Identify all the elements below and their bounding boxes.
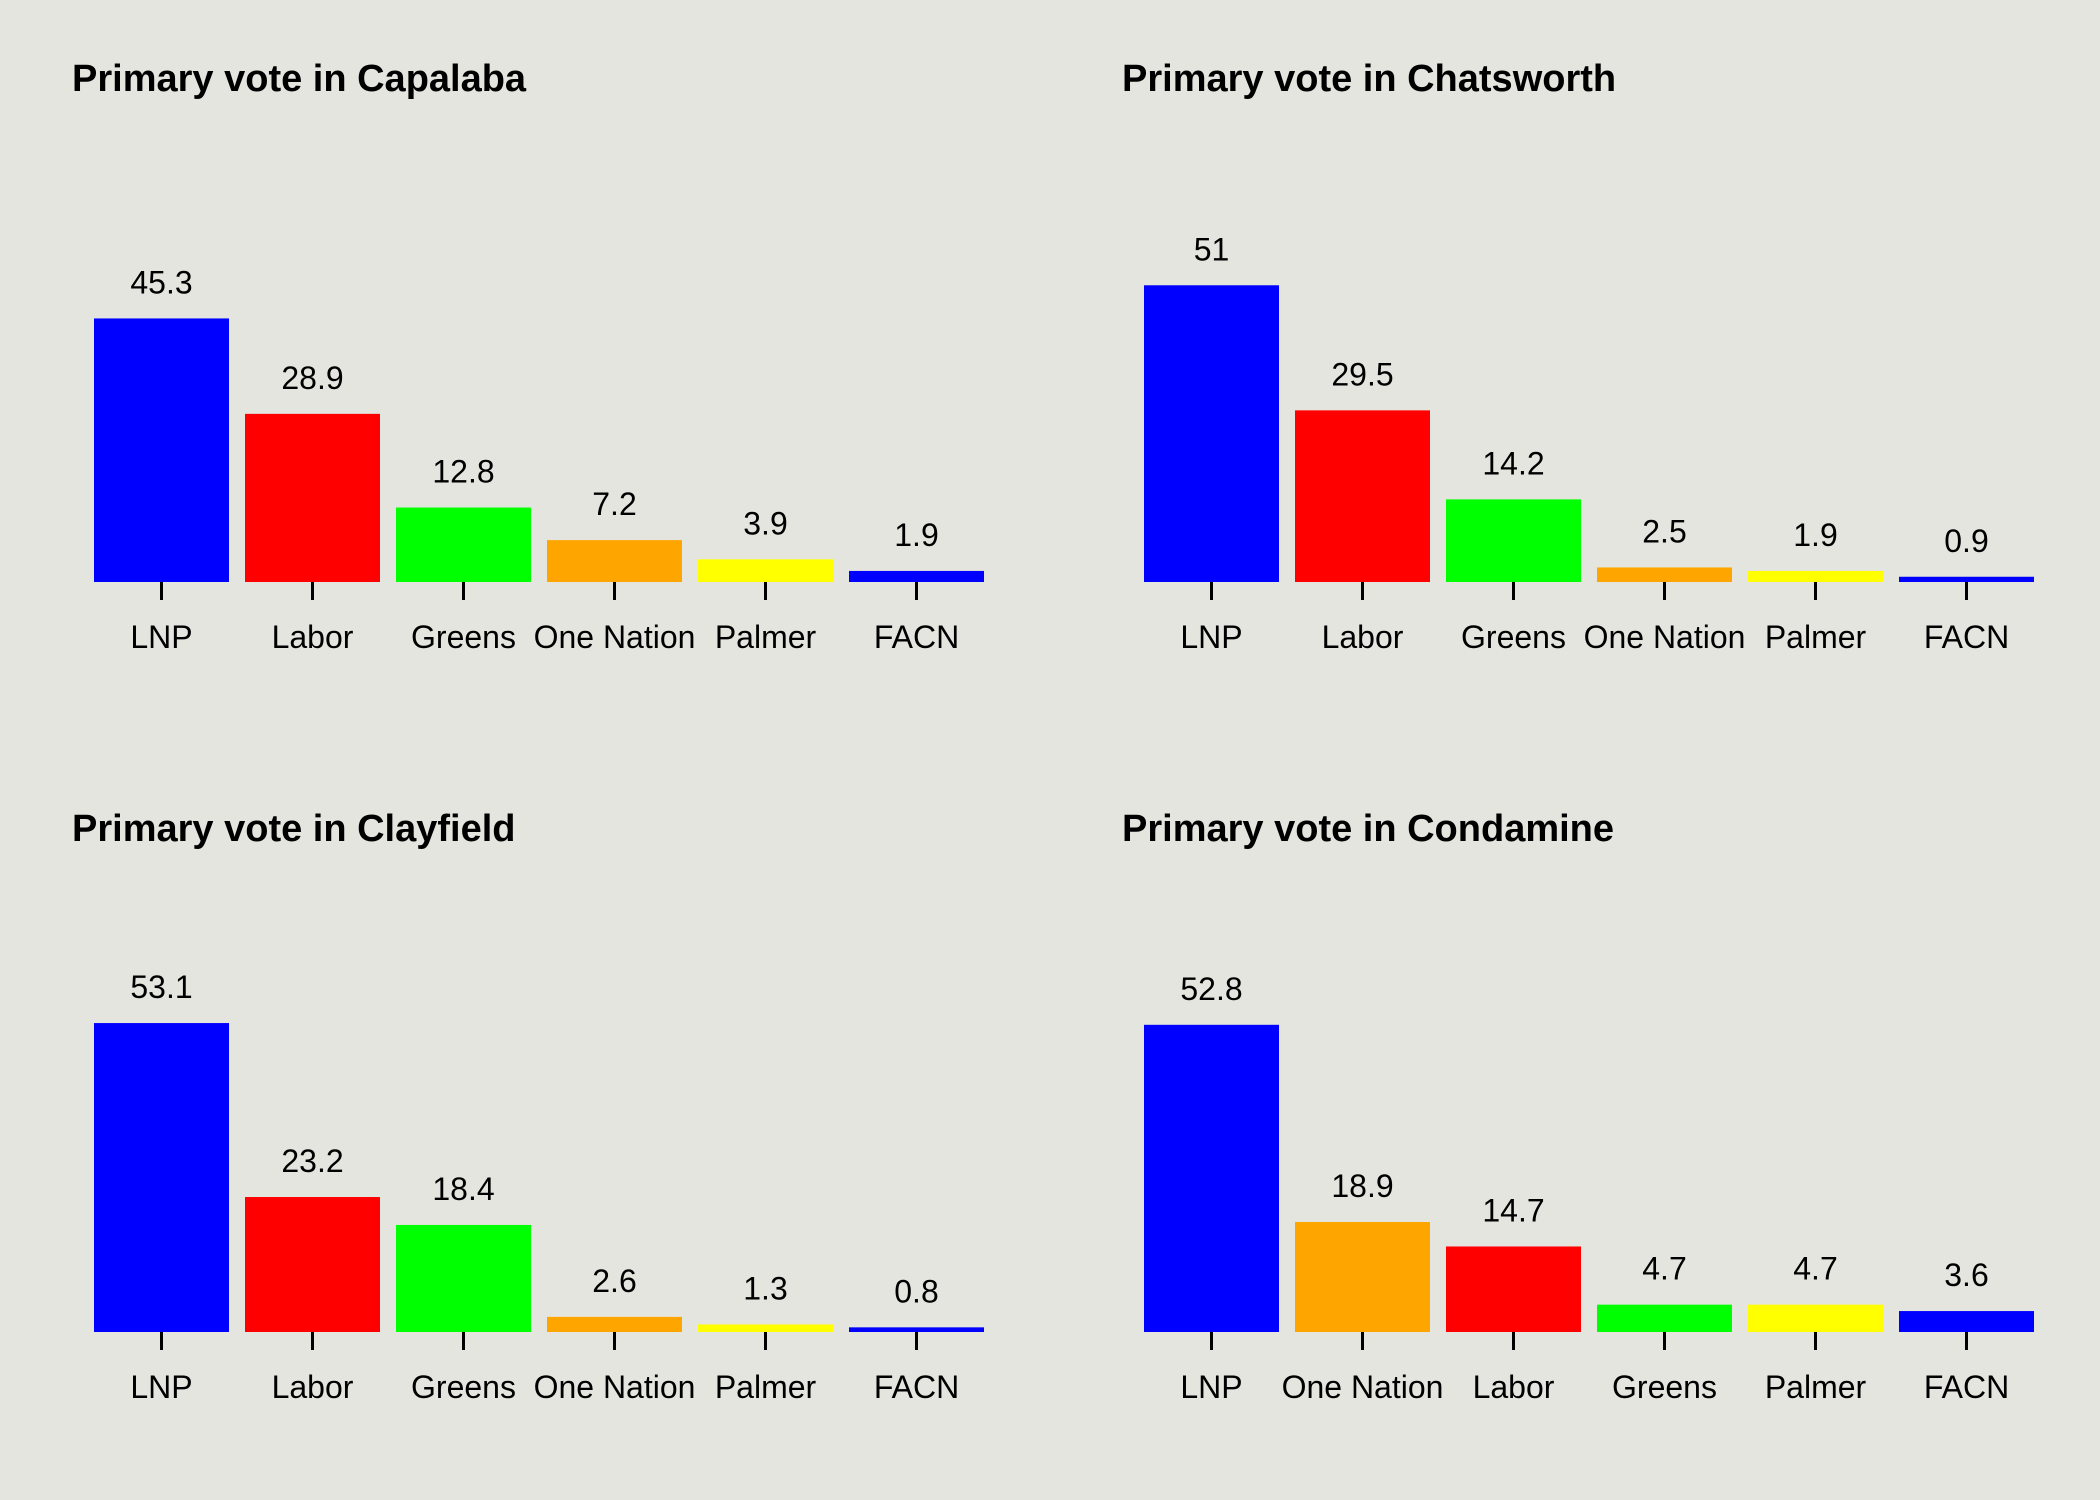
bar xyxy=(1446,499,1581,582)
bar xyxy=(1295,1222,1430,1332)
chart-panel-condamine: Primary vote in Condamine 52.8 LNP 18.9 One… xyxy=(1102,770,2100,1490)
x-tick-label: One Nation xyxy=(534,1369,696,1405)
x-tick-label: Palmer xyxy=(715,1369,817,1405)
bar xyxy=(1899,1311,2034,1332)
data-label: 1.3 xyxy=(743,1270,787,1306)
x-tick-label: Labor xyxy=(1473,1369,1555,1405)
x-tick-label: Greens xyxy=(411,619,516,655)
bar xyxy=(245,1197,380,1332)
bar xyxy=(1144,1024,1279,1332)
x-tick-label: Palmer xyxy=(1765,1369,1867,1405)
x-tick-label: Greens xyxy=(411,1369,516,1405)
x-tick-label: One Nation xyxy=(1584,619,1746,655)
data-label: 7.2 xyxy=(592,486,636,522)
data-label: 23.2 xyxy=(281,1143,343,1179)
x-tick-label: LNP xyxy=(130,1369,192,1405)
data-label: 0.9 xyxy=(1944,523,1988,559)
bar xyxy=(547,1316,682,1332)
data-label: 2.6 xyxy=(592,1263,636,1299)
bar xyxy=(1748,570,1883,582)
x-tick-label: Greens xyxy=(1612,1369,1717,1405)
bar xyxy=(396,1224,531,1332)
data-label: 28.9 xyxy=(281,360,343,396)
bar xyxy=(245,413,380,582)
bar xyxy=(1597,1304,1732,1332)
bar xyxy=(94,318,229,582)
bar xyxy=(1597,567,1732,582)
x-tick-label: FACN xyxy=(874,619,959,655)
chart-title: Primary vote in Chatsworth xyxy=(1122,58,1617,100)
bar-chart-svg: 52.8 LNP 18.9 One Nation 14.7 Labor 4.7 Greens 4… xyxy=(1144,971,2034,1405)
x-tick-label: FACN xyxy=(1924,1369,2009,1405)
bar xyxy=(396,507,531,582)
data-label: 51 xyxy=(1194,231,1230,267)
data-label: 0.8 xyxy=(894,1273,938,1309)
x-tick-label: Labor xyxy=(272,1369,354,1405)
data-label: 1.9 xyxy=(894,517,938,553)
bar xyxy=(94,1023,229,1332)
bar xyxy=(1748,1304,1883,1332)
x-tick-label: LNP xyxy=(130,619,192,655)
chart-panel-clayfield: Primary vote in Clayfield 53.1 LNP 23.2 Lab… xyxy=(52,770,1082,1490)
bar xyxy=(1899,576,2034,582)
bar-chart-svg: 51 LNP 29.5 Labor 14.2 Greens 2.5 One Nation 1.9… xyxy=(1144,231,2034,655)
data-label: 14.2 xyxy=(1482,445,1544,481)
data-label: 29.5 xyxy=(1331,356,1393,392)
chart-title: Primary vote in Condamine xyxy=(1122,808,1615,850)
bar xyxy=(547,540,682,582)
bar xyxy=(698,559,833,582)
x-tick-label: One Nation xyxy=(1282,1369,1444,1405)
bar xyxy=(849,570,984,582)
data-label: 52.8 xyxy=(1180,971,1242,1007)
x-tick-label: One Nation xyxy=(534,619,696,655)
data-label: 1.9 xyxy=(1793,517,1837,553)
data-label: 3.6 xyxy=(1944,1257,1988,1293)
data-label: 4.7 xyxy=(1793,1251,1837,1287)
chart-panel-capalaba: Primary vote in Capalaba 45.3 LNP 28.9 Labo… xyxy=(52,20,1082,740)
x-tick-label: LNP xyxy=(1180,1369,1242,1405)
bar xyxy=(1144,285,1279,582)
x-tick-label: LNP xyxy=(1180,619,1242,655)
bar xyxy=(698,1324,833,1332)
data-label: 14.7 xyxy=(1482,1192,1544,1228)
data-label: 2.5 xyxy=(1642,513,1686,549)
bar xyxy=(1295,410,1430,582)
bar-chart-svg: 53.1 LNP 23.2 Labor 18.4 Greens 2.6 One Nation 1… xyxy=(94,969,984,1405)
x-tick-label: Greens xyxy=(1461,619,1566,655)
data-label: 18.4 xyxy=(432,1171,494,1207)
data-label: 12.8 xyxy=(432,454,494,490)
chart-title: Primary vote in Clayfield xyxy=(72,808,516,850)
x-tick-label: Labor xyxy=(272,619,354,655)
bar xyxy=(849,1327,984,1332)
x-tick-label: FACN xyxy=(874,1369,959,1405)
x-tick-label: FACN xyxy=(1924,619,2009,655)
data-label: 53.1 xyxy=(130,969,192,1005)
data-label: 3.9 xyxy=(743,505,787,541)
x-tick-label: Palmer xyxy=(1765,619,1867,655)
bar xyxy=(1446,1246,1581,1332)
data-label: 4.7 xyxy=(1642,1251,1686,1287)
bar-chart-svg: 45.3 LNP 28.9 Labor 12.8 Greens 7.2 One Nation 3… xyxy=(94,264,984,655)
chart-panel-chatsworth: Primary vote in Chatsworth 51 LNP 29.5 Labo… xyxy=(1102,20,2100,740)
x-tick-label: Labor xyxy=(1322,619,1404,655)
x-tick-label: Palmer xyxy=(715,619,817,655)
data-label: 45.3 xyxy=(130,264,192,300)
data-label: 18.9 xyxy=(1331,1168,1393,1204)
chart-title: Primary vote in Capalaba xyxy=(72,58,527,100)
